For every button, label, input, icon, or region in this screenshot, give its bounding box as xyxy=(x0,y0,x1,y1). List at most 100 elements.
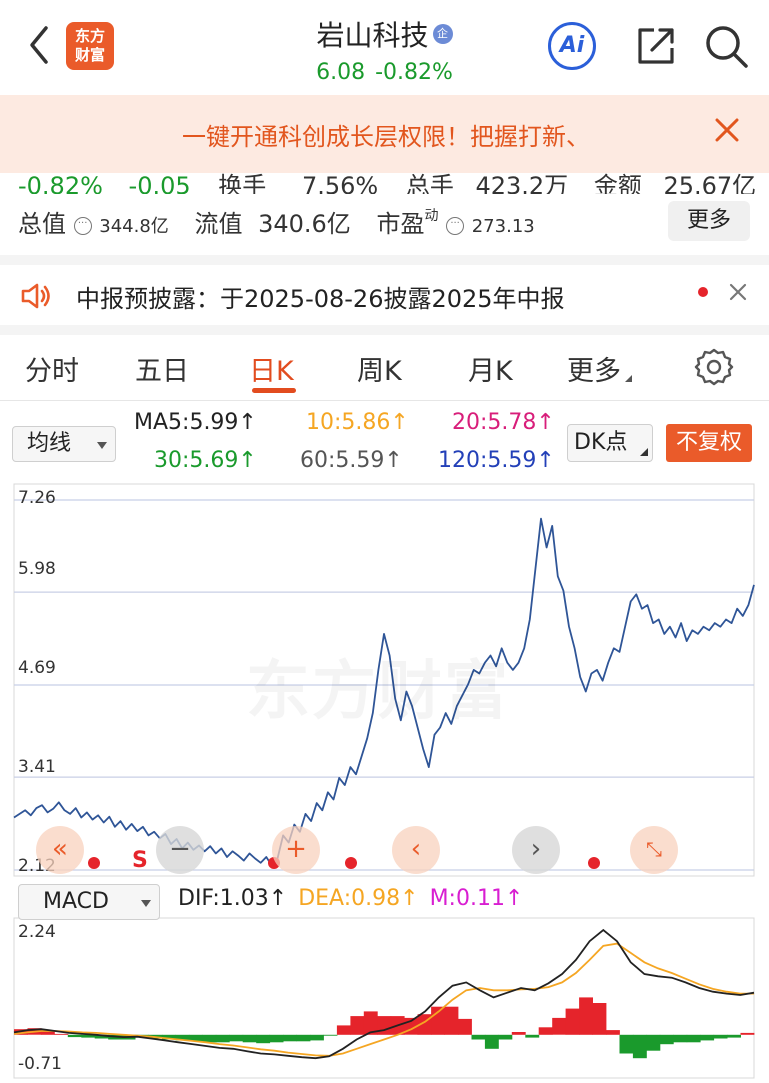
macd-m: M:0.11↑ xyxy=(429,886,524,911)
dk-point-label: DK点 xyxy=(574,430,628,455)
caret-icon xyxy=(625,375,632,382)
share-icon[interactable] xyxy=(634,24,678,68)
macd-histogram-bar xyxy=(659,1034,674,1045)
speaker-icon xyxy=(21,283,50,309)
chevron-down-icon xyxy=(141,900,151,907)
scroll-left-button[interactable]: ‹ xyxy=(392,826,440,874)
chart-period-tabs: 分时 五日 日K 周K 月K 更多 xyxy=(0,335,769,401)
tab-weekly-k[interactable]: 周K xyxy=(357,356,402,387)
stat-float-value: 340.6亿 xyxy=(258,210,351,238)
back-arrow-icon[interactable] xyxy=(24,22,54,68)
macd-histogram-bar xyxy=(713,1034,728,1039)
macd-histogram-bar xyxy=(458,1018,472,1035)
info-icon[interactable]: ··· xyxy=(446,217,465,235)
logo-line-2: 财富 xyxy=(74,46,105,64)
stat-float-label: 流值 xyxy=(194,210,243,238)
zoom-out-button[interactable]: − xyxy=(156,826,204,874)
tab-monthly-k[interactable]: 月K xyxy=(468,356,513,387)
ma20-value: 20:5.78↑ xyxy=(452,410,555,435)
macd-histogram-bar xyxy=(606,1030,620,1035)
macd-histogram-bar xyxy=(632,1034,647,1059)
stat-volume-label: 总手 xyxy=(405,172,454,194)
macd-histogram-bar xyxy=(700,1034,715,1041)
macd-histogram-bar xyxy=(686,1034,701,1043)
macd-histogram-bar xyxy=(646,1034,661,1051)
enterprise-badge-icon: 企 xyxy=(432,24,453,44)
macd-border xyxy=(13,917,755,1079)
ma60-value: 60:5.59↑ xyxy=(300,448,403,473)
macd-histogram-bar xyxy=(484,1034,499,1049)
dk-point-button[interactable]: DK点 xyxy=(567,424,653,462)
ma30-value: 30:5.69↑ xyxy=(154,448,257,473)
macd-select-label: MACD xyxy=(43,889,109,914)
logo-line-1: 东方 xyxy=(74,27,105,45)
stat-amount-value: 25.67亿 xyxy=(663,172,757,194)
tab-daily-k[interactable]: 日K xyxy=(249,356,294,387)
chart-border xyxy=(13,483,755,877)
macd-histogram-bar xyxy=(229,1034,244,1042)
tab-more[interactable]: 更多 xyxy=(567,349,632,388)
macd-histogram-bar xyxy=(336,1025,351,1035)
macd-histogram-bar xyxy=(162,1034,176,1040)
promo-text[interactable]: 一键开通科创成长层权限！把握打新、 xyxy=(182,123,590,151)
y-tick-label: 7.26 xyxy=(18,488,56,508)
stock-name: 岩山科技 xyxy=(316,19,429,52)
price-series-line xyxy=(13,517,755,867)
fullscreen-icon[interactable]: ⤡ xyxy=(630,826,678,874)
active-tab-indicator xyxy=(252,388,296,393)
stat-turnover-label: 换手 xyxy=(218,172,267,194)
top-bar: 东方 财富 岩山科技企 6.08 -0.82% Ai xyxy=(0,0,769,95)
dif-line xyxy=(13,928,755,1060)
notice-bar[interactable]: 中报预披露：于2025-08-26披露2025年中报 xyxy=(0,265,769,325)
close-icon[interactable] xyxy=(728,282,748,302)
macd-histogram-bar xyxy=(511,1032,526,1035)
macd-histogram-bar xyxy=(40,1030,55,1035)
close-icon[interactable] xyxy=(712,115,742,145)
ai-assistant-button[interactable]: Ai xyxy=(548,22,596,70)
stat-mktcap-label: 总值 xyxy=(18,210,66,238)
indicator-select-label: 均线 xyxy=(27,431,72,456)
macd-histogram-bar xyxy=(310,1034,324,1041)
macd-histogram-bar xyxy=(256,1034,271,1044)
macd-histogram-bar xyxy=(269,1034,284,1043)
stat-change-amt: -0.05 xyxy=(128,172,191,194)
tab-more-label: 更多 xyxy=(567,356,621,387)
macd-histogram-bar xyxy=(202,1034,217,1043)
gear-icon[interactable] xyxy=(694,347,734,387)
indicator-select[interactable]: 均线 xyxy=(12,426,116,462)
macd-histogram-bar xyxy=(592,1003,607,1035)
no-adjust-button[interactable]: 不复权 xyxy=(666,424,752,462)
zoom-in-button[interactable]: + xyxy=(272,826,320,874)
search-icon[interactable] xyxy=(702,22,750,70)
macd-histogram-bar xyxy=(740,1032,755,1035)
stock-title: 岩山科技企 xyxy=(0,14,769,54)
stock-change-pct: -0.82% xyxy=(375,60,453,85)
more-stats-button[interactable]: 更多 xyxy=(668,201,750,241)
quote-stats-row-1: -0.82% -0.05 换手 7.56% 总手 423.2万 金额 25.67… xyxy=(18,166,758,194)
tab-five-day[interactable]: 五日 xyxy=(135,356,189,387)
macd-histogram-bar xyxy=(175,1034,190,1041)
notice-text[interactable]: 中报预披露：于2025-08-26披露2025年中报 xyxy=(76,285,565,313)
macd-histogram-bar xyxy=(215,1034,230,1043)
info-icon[interactable]: ··· xyxy=(73,217,92,235)
macd-lines xyxy=(13,928,755,1060)
stock-price: 6.08 xyxy=(316,60,366,85)
signal-dot xyxy=(345,857,357,869)
tab-intraday[interactable]: 分时 xyxy=(25,356,79,387)
macd-bars xyxy=(14,997,755,1059)
macd-histogram-bar xyxy=(323,1034,338,1036)
scroll-right-button[interactable]: › xyxy=(512,826,560,874)
macd-histogram-bar xyxy=(377,1016,392,1035)
promo-banner[interactable]: 一键开通科创成长层权限！把握打新、 xyxy=(0,95,769,173)
macd-indicator-select[interactable]: MACD xyxy=(18,884,160,920)
stat-pe-value: 273.13 xyxy=(471,216,535,237)
signal-dot xyxy=(588,857,600,869)
ma5-value: MA5:5.99↑ xyxy=(134,410,257,435)
macd-y-bottom-label: -0.71 xyxy=(18,1054,62,1074)
app-logo: 东方 财富 xyxy=(66,22,114,70)
macd-dif: DIF:1.03↑ xyxy=(178,886,288,911)
scroll-left-fast-button[interactable]: « xyxy=(36,826,84,874)
macd-histogram-bar xyxy=(188,1034,203,1042)
